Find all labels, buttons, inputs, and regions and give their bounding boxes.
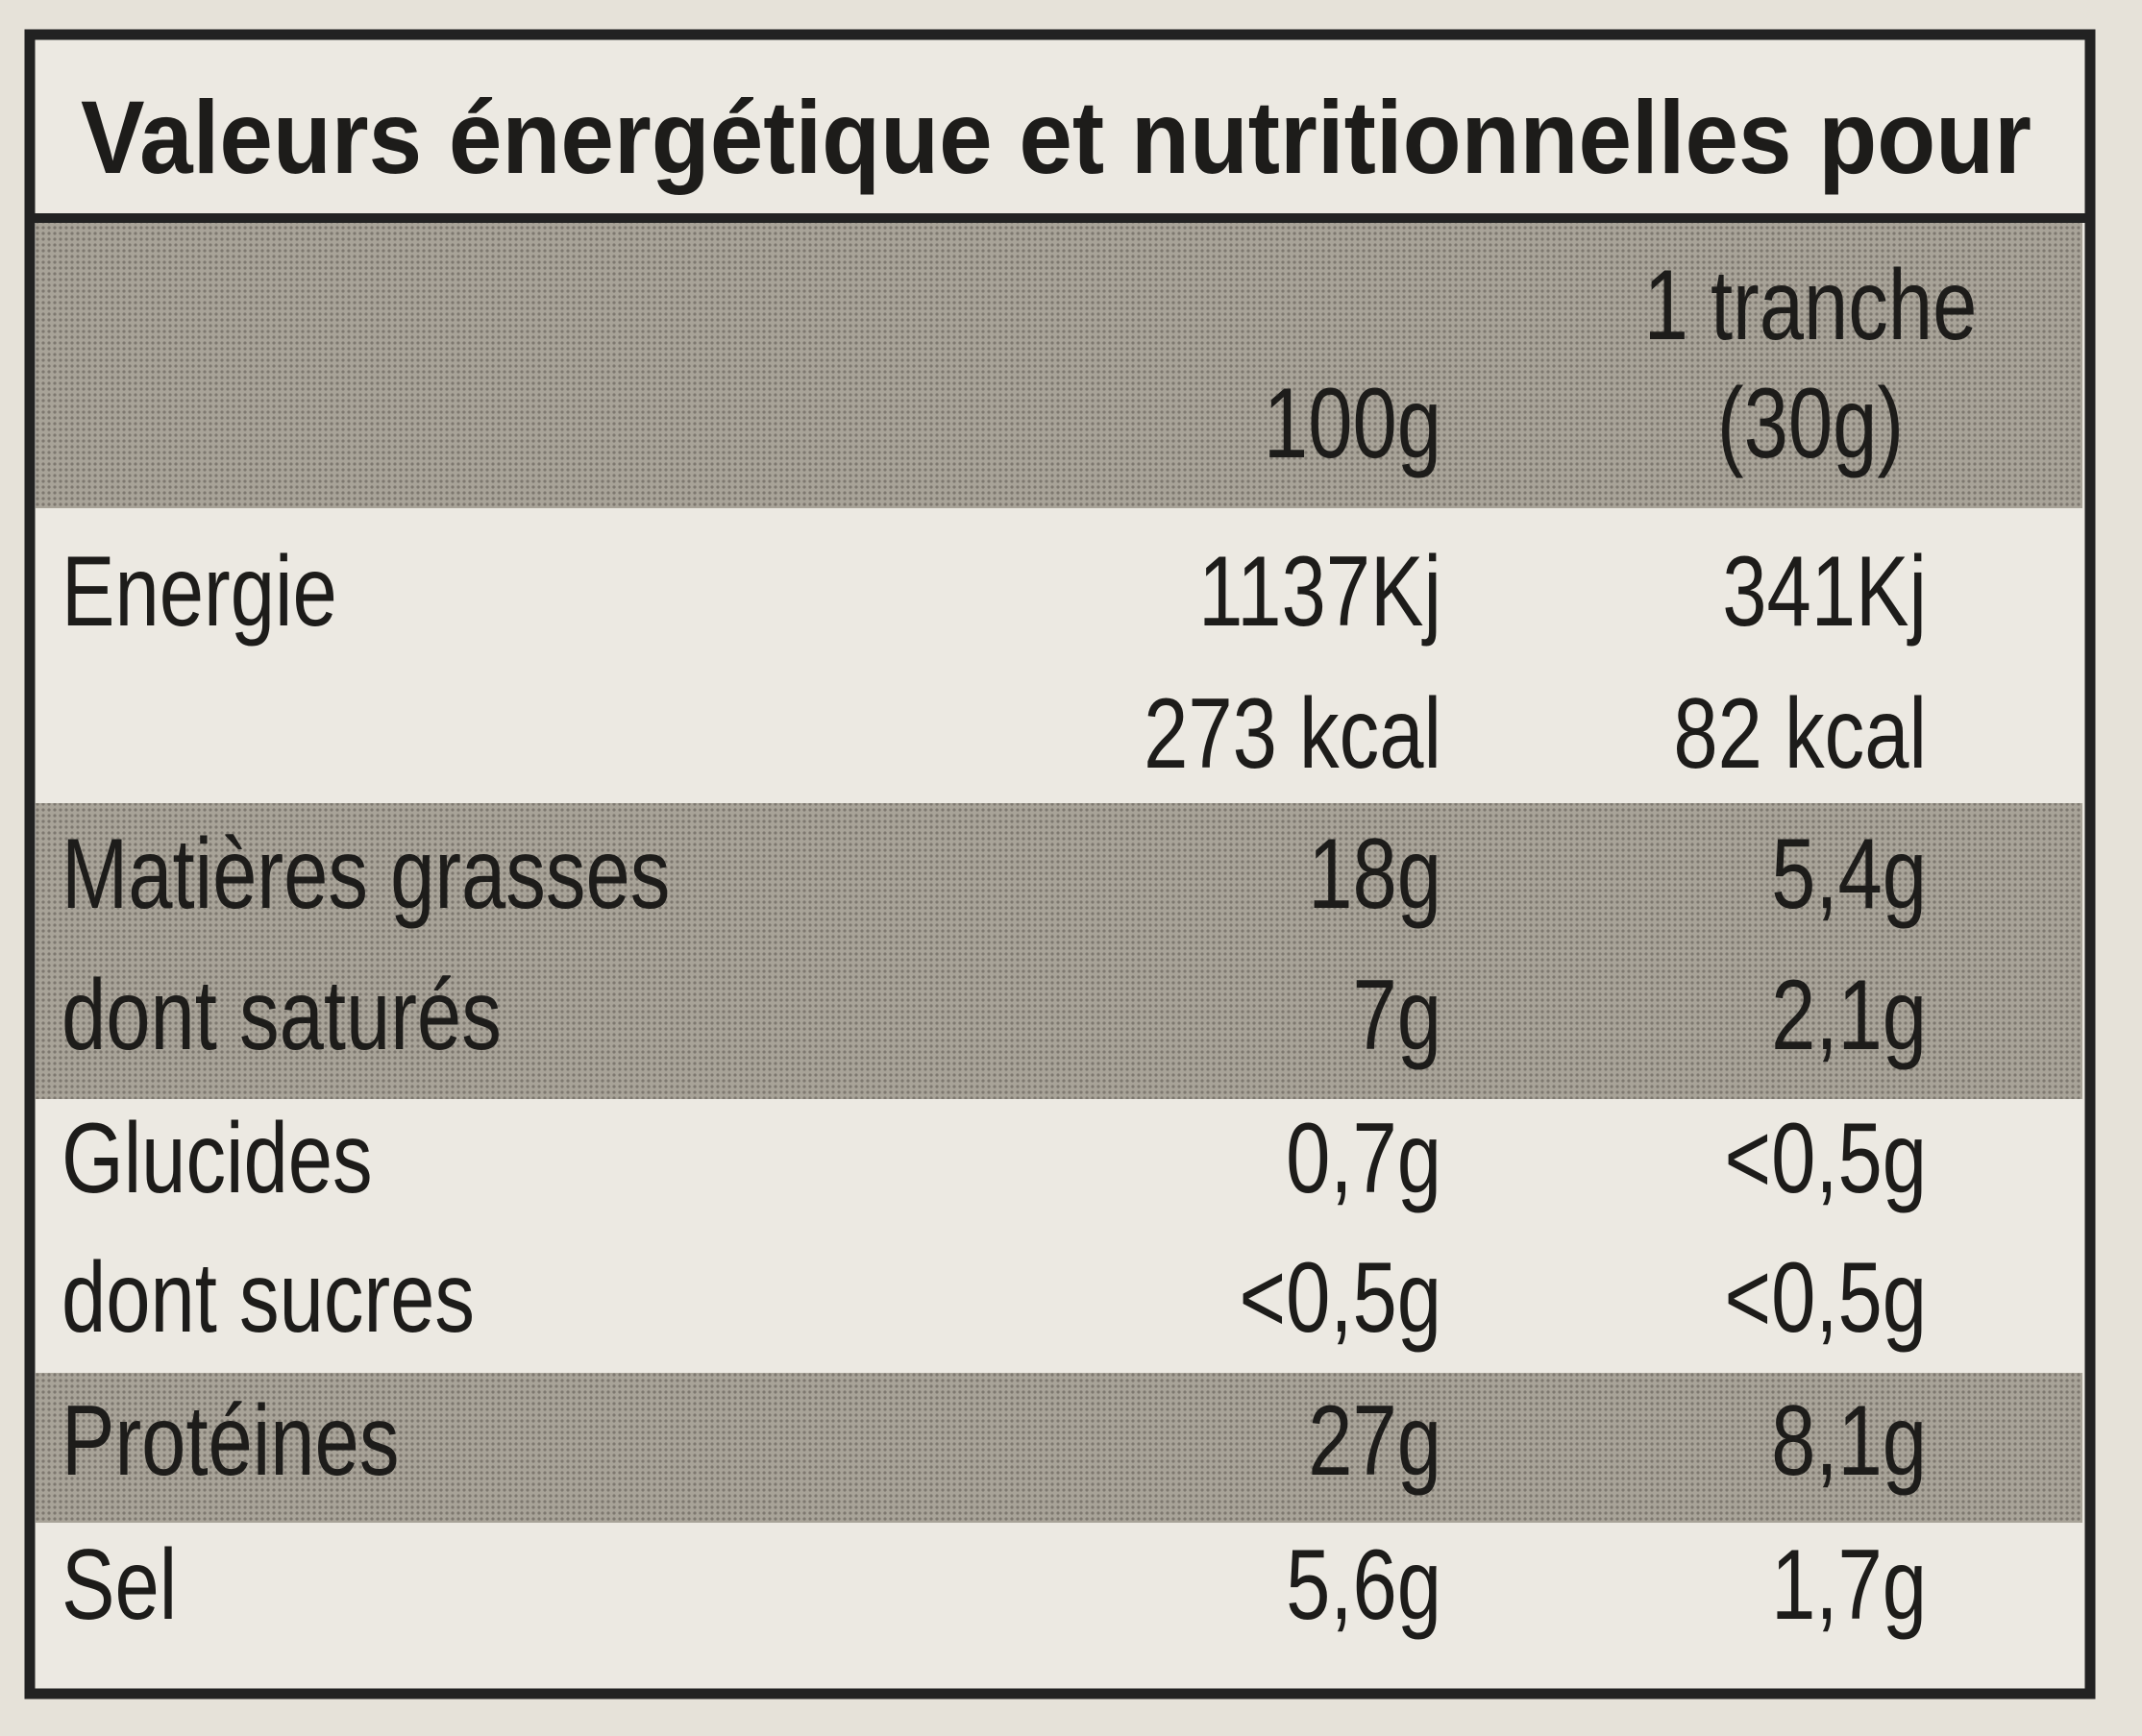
cell-value: 273 kcal xyxy=(1144,677,1441,789)
row-label: dont sucres xyxy=(62,1241,475,1353)
row-label: dont saturés xyxy=(62,959,502,1070)
column-header: 1 tranche xyxy=(1644,249,1978,360)
cell-value: 2,1g xyxy=(1771,959,1927,1070)
column-header: (30g) xyxy=(1717,367,1904,478)
row-label: Energie xyxy=(62,535,337,647)
cell-value: 1137Kj xyxy=(1198,535,1441,647)
cell-value: <0,5g xyxy=(1240,1241,1441,1353)
column-header: 100g xyxy=(1264,367,1441,478)
cell-value: 5,6g xyxy=(1286,1528,1441,1640)
cell-value: 0,7g xyxy=(1286,1102,1441,1213)
table-cells: 100g 1 tranche(30g) Energie 1137Kj 341Kj 273 … xyxy=(62,249,1977,1640)
shaded-band xyxy=(36,218,2082,508)
cell-value: <0,5g xyxy=(1725,1241,1927,1353)
table-title: Valeurs énergétique et nutritionnelles p… xyxy=(81,79,2031,195)
cell-value: 1,7g xyxy=(1771,1528,1927,1640)
cell-value: 8,1g xyxy=(1771,1384,1927,1496)
row-label: Glucides xyxy=(62,1102,373,1213)
row-label: Sel xyxy=(62,1528,177,1640)
shaded-band xyxy=(36,1373,2082,1523)
cell-value: 82 kcal xyxy=(1673,677,1927,789)
cell-value: 5,4g xyxy=(1771,818,1927,929)
row-label: Protéines xyxy=(62,1384,399,1496)
shaded-band xyxy=(36,803,2082,1099)
row-label: Matières grasses xyxy=(62,818,670,929)
cell-value: 27g xyxy=(1308,1384,1441,1496)
cell-value: 341Kj xyxy=(1722,535,1927,647)
cell-value: 18g xyxy=(1308,818,1441,929)
cell-value: <0,5g xyxy=(1725,1102,1927,1213)
table-border xyxy=(24,29,2096,1699)
cell-value: 7g xyxy=(1352,959,1441,1070)
